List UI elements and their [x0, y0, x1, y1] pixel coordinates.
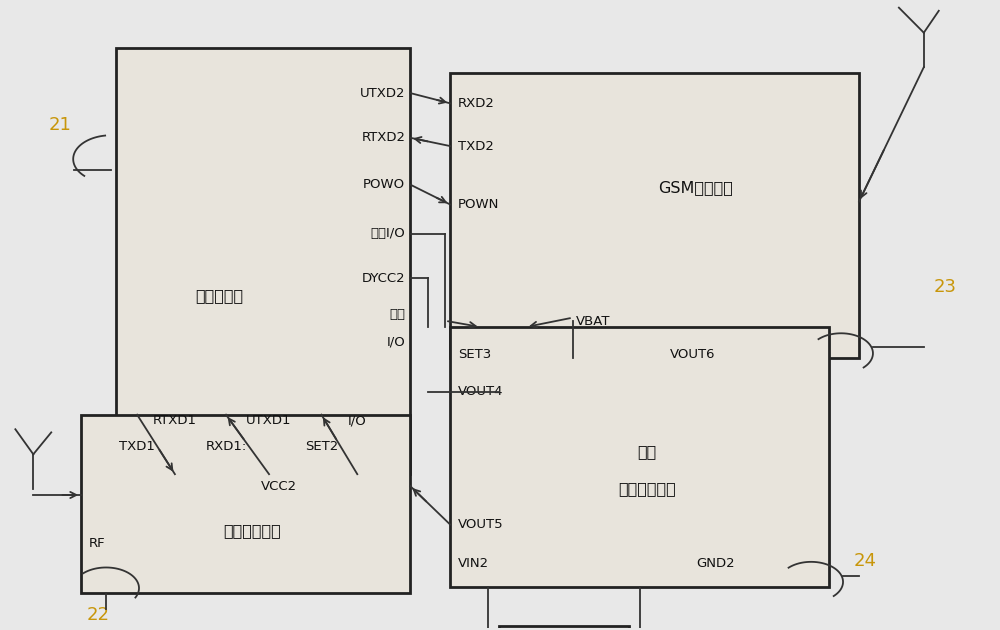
Text: I/O: I/O	[387, 336, 405, 348]
Text: RTXD1: RTXD1	[153, 415, 197, 427]
Text: UTXD1: UTXD1	[246, 415, 292, 427]
Text: VOUT5: VOUT5	[458, 518, 504, 531]
Bar	[450, 327, 829, 587]
Text: RXD2: RXD2	[458, 97, 495, 110]
Text: 21: 21	[48, 116, 71, 134]
Text: TXD1: TXD1	[119, 440, 155, 454]
Text: 无线接收装置: 无线接收装置	[223, 523, 281, 538]
Text: SET3: SET3	[458, 348, 491, 361]
Text: TXD2: TXD2	[458, 140, 494, 152]
Text: 24: 24	[854, 552, 877, 570]
Text: POWO: POWO	[363, 178, 405, 191]
Text: VOUT6: VOUT6	[670, 348, 715, 361]
Text: RF: RF	[89, 537, 106, 550]
Text: GSM通信装置: GSM通信装置	[658, 180, 733, 195]
Text: RXD1:: RXD1:	[205, 440, 247, 454]
Bar	[450, 74, 859, 358]
Text: 多路可控电源: 多路可控电源	[618, 481, 676, 496]
Text: 第三: 第三	[389, 308, 405, 321]
Bar	[116, 49, 410, 474]
Text: RTXD2: RTXD2	[361, 131, 405, 144]
Text: VOUT4: VOUT4	[458, 386, 504, 399]
Text: 汇集单片机: 汇集单片机	[195, 288, 243, 303]
Text: I/O: I/O	[348, 415, 367, 427]
Text: 22: 22	[86, 605, 109, 624]
Text: VIN2: VIN2	[458, 557, 489, 570]
Text: VCC2: VCC2	[261, 479, 297, 493]
Text: 第四I/O: 第四I/O	[371, 227, 405, 240]
Text: 23: 23	[934, 278, 957, 296]
Text: UTXD2: UTXD2	[360, 86, 405, 100]
Text: SET2: SET2	[305, 440, 338, 454]
Text: VBAT: VBAT	[576, 315, 610, 328]
Text: GND2: GND2	[696, 557, 735, 570]
Text: 第二: 第二	[638, 444, 657, 459]
Bar	[499, 626, 629, 630]
Text: DYCC2: DYCC2	[362, 272, 405, 285]
Bar	[81, 415, 410, 593]
Text: POWN: POWN	[458, 198, 499, 211]
